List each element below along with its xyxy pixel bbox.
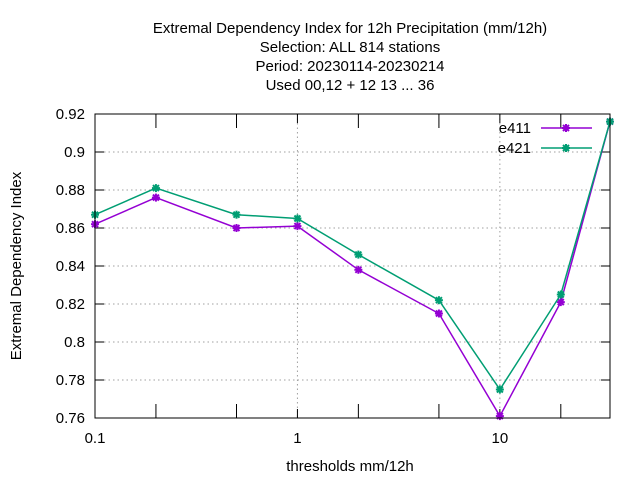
x-tick-label: 10 [492, 430, 509, 447]
title-line-2: Selection: ALL 814 stations [260, 39, 440, 56]
marker-stroke [152, 193, 160, 202]
marker-stroke [435, 309, 443, 318]
x-tick-labels: 0.1 1 10 [85, 430, 509, 447]
data-point-e411 [556, 298, 565, 307]
marker-stroke [293, 222, 302, 230]
legend-label-e411: e411 [499, 120, 531, 137]
data-point-e411 [354, 265, 363, 274]
y-tick-label: 0.88 [56, 182, 85, 199]
marker-stroke [354, 250, 363, 259]
y-tick-label: 0.86 [56, 220, 85, 237]
chart-title: Extremal Dependency Index for 12h Precip… [153, 20, 547, 94]
data-point-e421 [293, 214, 302, 223]
y-tick-label: 0.82 [56, 296, 85, 313]
y-tick-label: 0.76 [56, 410, 85, 427]
marker-stroke [232, 224, 241, 232]
data-point-e421 [495, 385, 504, 394]
title-line-4: Used 00,12 + 12 13 ... 36 [266, 77, 435, 94]
legend-label-e421: e421 [498, 140, 531, 157]
y-axis-label: Extremal Dependency Index [8, 171, 25, 360]
x-tick-label: 0.1 [85, 430, 106, 447]
data-point-e411 [232, 224, 241, 232]
legend-marker-e411 [562, 124, 570, 132]
marker-stroke [152, 184, 160, 192]
marker-stroke [435, 296, 443, 304]
series-e411 [91, 117, 614, 421]
title-line-1: Extremal Dependency Index for 12h Precip… [153, 20, 547, 37]
data-point-e421 [434, 296, 443, 305]
marker-stroke [232, 210, 241, 219]
y-tick-label: 0.9 [64, 144, 85, 161]
data-point-e421 [354, 250, 363, 259]
marker-stroke [557, 290, 565, 299]
legend-marker-e421 [562, 144, 570, 152]
data-point-e411 [434, 309, 443, 318]
y-tick-label: 0.84 [56, 258, 85, 275]
marker-stroke [354, 266, 363, 274]
marker-stroke [562, 144, 570, 152]
y-tick-label: 0.92 [56, 106, 85, 123]
title-line-3: Period: 20230114-20230214 [255, 58, 444, 75]
data-point-e421 [151, 184, 160, 193]
marker-stroke [293, 214, 302, 223]
plot-frame [94, 113, 611, 419]
x-axis-label: thresholds mm/12h [286, 458, 414, 475]
marker-stroke [557, 298, 565, 306]
series-line-e421 [94, 121, 611, 391]
marker-stroke [562, 124, 570, 132]
data-point-e411 [495, 412, 504, 421]
series-layer [91, 117, 614, 421]
series-e421 [91, 117, 614, 394]
marker-stroke [496, 385, 504, 394]
legend: e411 e421 [498, 120, 592, 157]
series-line-e411 [94, 121, 611, 418]
data-point-e421 [232, 210, 241, 219]
data-point-e421 [556, 290, 565, 299]
x-tick-label: 1 [293, 430, 301, 447]
y-tick-label: 0.78 [56, 372, 85, 389]
data-point-e411 [293, 222, 302, 231]
y-tick-label: 0.8 [64, 334, 85, 351]
y-tick-labels: 0.76 0.78 0.8 0.82 0.84 0.86 0.88 0.9 0.92 [56, 106, 85, 427]
data-point-e411 [151, 193, 160, 202]
